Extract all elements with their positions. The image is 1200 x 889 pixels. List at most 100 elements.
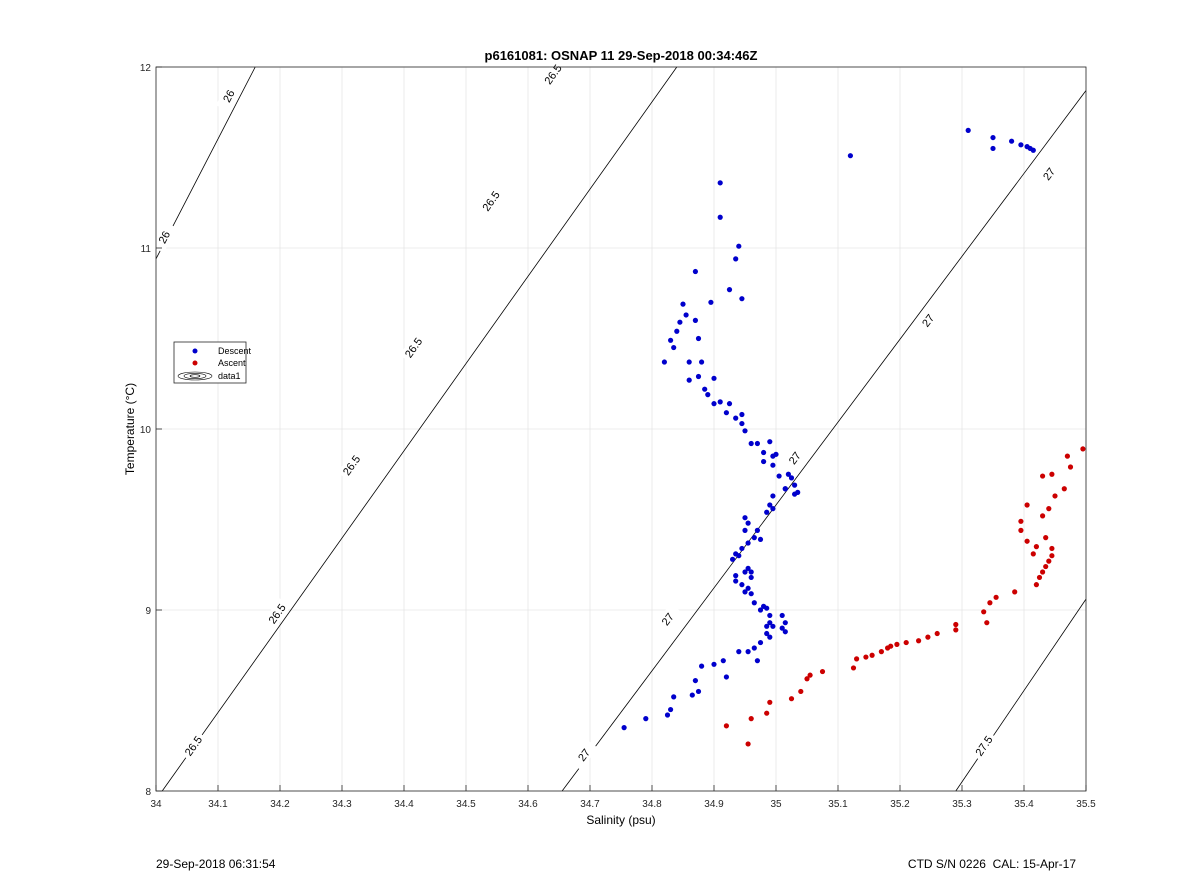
contour-label-bg xyxy=(215,80,242,112)
ascent-point xyxy=(1033,582,1039,588)
contour-label-bg xyxy=(151,221,177,253)
x-tick-label: 34 xyxy=(150,799,162,810)
ascent-point xyxy=(1046,506,1052,512)
ascent-point xyxy=(764,710,770,716)
y-tick-label: 8 xyxy=(145,787,151,798)
ascent-point xyxy=(1033,544,1039,550)
ascent-point xyxy=(1080,446,1086,452)
ascent-point xyxy=(1064,453,1070,459)
descent-point xyxy=(742,527,748,533)
descent-point xyxy=(723,410,730,416)
descent-point xyxy=(751,600,757,606)
ascent-point xyxy=(1061,486,1067,492)
descent-point xyxy=(748,591,754,597)
descent-point xyxy=(730,556,736,562)
descent-point xyxy=(745,520,751,526)
descent-point xyxy=(643,716,649,722)
descent-point xyxy=(748,440,754,447)
ascent-point xyxy=(1049,471,1055,477)
descent-point xyxy=(739,582,745,588)
descent-point xyxy=(745,585,751,591)
contour-label: 27 xyxy=(660,611,677,628)
descent-point xyxy=(761,458,767,465)
ascent-point xyxy=(987,600,993,606)
ascent-point xyxy=(1043,535,1049,541)
x-tick-label: 34.4 xyxy=(394,799,414,810)
ascent-point xyxy=(1040,473,1046,479)
contour-label: 26 xyxy=(157,229,173,245)
descent-point xyxy=(717,180,723,186)
descent-point xyxy=(754,440,761,447)
descent-point xyxy=(770,506,776,512)
ascent-point xyxy=(1046,558,1052,564)
descent-point xyxy=(770,493,776,499)
descent-point xyxy=(742,428,748,434)
descent-point xyxy=(726,401,733,407)
descent-point xyxy=(761,449,767,456)
descent-point xyxy=(717,399,723,405)
descent-point xyxy=(745,565,751,571)
descent-point xyxy=(748,569,754,575)
x-tick-label: 35.4 xyxy=(1014,799,1034,810)
ascent-point xyxy=(894,641,900,647)
descent-point xyxy=(795,489,801,495)
descent-point xyxy=(792,482,798,488)
descent-point xyxy=(699,663,705,669)
descent-point xyxy=(757,639,764,646)
descent-point xyxy=(621,725,627,731)
descent-point xyxy=(736,243,742,249)
x-tick-label: 34.8 xyxy=(642,799,662,810)
descent-point xyxy=(745,540,751,546)
ascent-point xyxy=(788,696,795,702)
y-axis-label: Temperature (°C) xyxy=(123,383,137,475)
x-tick-label: 34.3 xyxy=(332,799,352,810)
ascent-point xyxy=(1049,545,1055,552)
chart-title: p6161081: OSNAP 11 29-Sep-2018 00:34:46Z xyxy=(485,48,758,63)
descent-point xyxy=(733,578,739,584)
descent-point xyxy=(742,589,748,595)
descent-point xyxy=(671,344,677,351)
descent-point xyxy=(739,296,745,302)
ascent-point xyxy=(878,649,885,655)
ascent-point xyxy=(723,723,730,729)
descent-point xyxy=(708,299,714,305)
descent-point xyxy=(742,515,748,521)
descent-point xyxy=(661,359,668,365)
ascent-point xyxy=(953,621,959,628)
ascent-point xyxy=(953,627,959,633)
descent-point xyxy=(764,623,770,629)
descent-point xyxy=(711,661,717,667)
descent-point xyxy=(767,620,773,626)
descent-point xyxy=(674,328,680,334)
descent-point xyxy=(770,462,776,468)
ascent-point xyxy=(984,620,990,626)
descent-point xyxy=(764,509,770,515)
descent-point xyxy=(1009,138,1015,144)
ascent-point xyxy=(1049,553,1055,559)
ascent-point xyxy=(1012,589,1018,595)
descent-point xyxy=(668,337,674,343)
ascent-point xyxy=(745,741,751,747)
descent-point xyxy=(767,439,773,445)
ascent-point xyxy=(916,638,922,644)
ascent-point xyxy=(1040,569,1046,575)
legend-box xyxy=(173,341,247,384)
contour-line-27.5 xyxy=(955,598,1087,792)
descent-point xyxy=(739,411,745,418)
legend-data1-label: data1 xyxy=(218,371,241,381)
contour-label-bg xyxy=(399,332,428,364)
x-tick-label: 34.7 xyxy=(580,799,600,810)
descent-point xyxy=(779,625,785,631)
descent-point xyxy=(699,359,705,365)
x-tick-label: 35.3 xyxy=(952,799,972,810)
descent-point xyxy=(779,612,785,619)
legend-descent-marker xyxy=(192,348,198,354)
descent-point xyxy=(692,268,699,275)
descent-point xyxy=(788,475,795,481)
descent-point xyxy=(726,287,733,293)
ascent-point xyxy=(863,654,869,660)
y-tick-label: 9 xyxy=(145,606,151,617)
legend-ascent-marker xyxy=(192,360,198,366)
descent-point xyxy=(782,629,788,635)
